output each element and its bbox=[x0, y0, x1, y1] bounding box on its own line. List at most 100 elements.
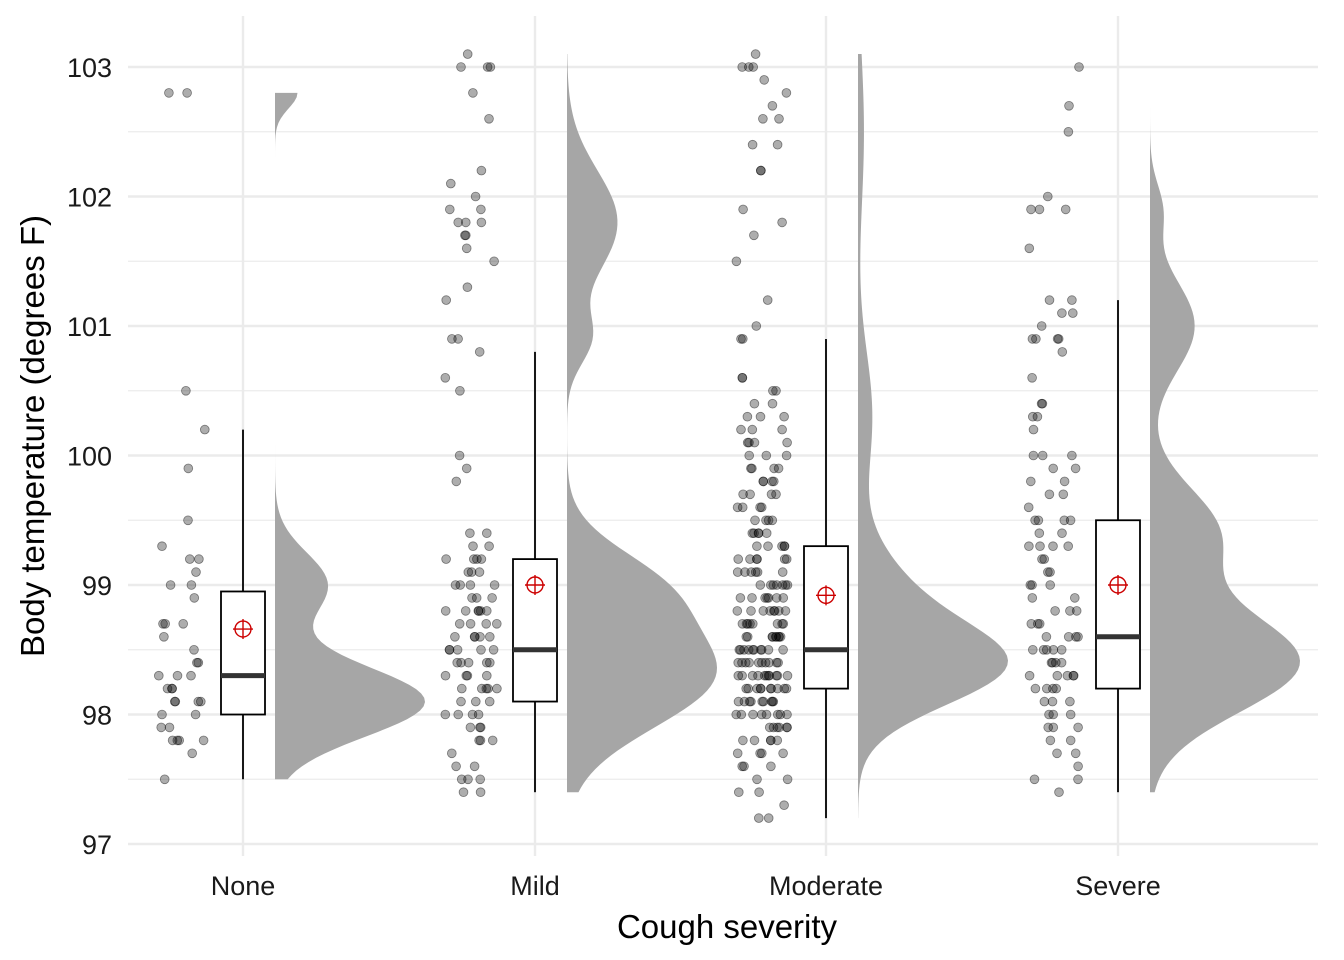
data-point bbox=[481, 683, 492, 694]
data-point bbox=[752, 541, 762, 551]
data-point bbox=[761, 670, 772, 681]
data-point bbox=[468, 88, 478, 98]
data-point bbox=[160, 618, 171, 629]
data-point bbox=[1071, 606, 1082, 616]
data-point bbox=[1056, 644, 1067, 655]
data-point bbox=[768, 385, 778, 396]
data-point bbox=[781, 450, 792, 461]
data-point bbox=[749, 398, 760, 409]
data-point bbox=[458, 787, 469, 797]
data-point bbox=[1035, 541, 1045, 551]
data-point bbox=[772, 683, 783, 694]
data-point bbox=[469, 631, 480, 642]
data-point bbox=[1052, 748, 1062, 759]
y-axis-tick-labels: 97 98 99 100 101 102 103 bbox=[67, 53, 112, 860]
data-point bbox=[1065, 735, 1076, 746]
data-point bbox=[766, 489, 777, 500]
data-point bbox=[738, 735, 748, 746]
data-point bbox=[491, 618, 502, 629]
data-point bbox=[1026, 204, 1036, 215]
data-point bbox=[766, 683, 776, 694]
data-point bbox=[164, 722, 175, 733]
data-point bbox=[481, 606, 492, 616]
data-point bbox=[753, 813, 764, 823]
y-tick-label: 98 bbox=[82, 701, 112, 731]
data-point bbox=[742, 437, 753, 448]
data-point bbox=[1042, 683, 1052, 694]
data-point bbox=[770, 631, 781, 642]
data-point bbox=[733, 670, 744, 681]
data-point bbox=[181, 385, 191, 396]
data-point bbox=[1027, 593, 1038, 603]
data-point bbox=[460, 217, 471, 228]
data-point bbox=[771, 593, 782, 603]
data-point bbox=[484, 657, 495, 668]
data-point bbox=[750, 567, 761, 577]
y-tick-label: 100 bbox=[67, 442, 112, 472]
data-point bbox=[753, 528, 764, 538]
data-point bbox=[482, 62, 493, 72]
data-point bbox=[756, 748, 767, 759]
data-point bbox=[198, 735, 209, 746]
data-point bbox=[1044, 489, 1055, 500]
data-point bbox=[456, 774, 467, 785]
data-point bbox=[732, 748, 743, 759]
data-point bbox=[483, 683, 493, 694]
data-point bbox=[1036, 398, 1047, 409]
data-point bbox=[453, 334, 463, 344]
data-point bbox=[1051, 683, 1061, 694]
data-point bbox=[1067, 450, 1077, 461]
y-tick-label: 101 bbox=[67, 312, 112, 342]
data-point bbox=[475, 631, 485, 642]
data-point bbox=[746, 567, 757, 577]
data-point bbox=[751, 554, 762, 564]
data-point bbox=[748, 62, 758, 72]
boxplots bbox=[220, 300, 1141, 819]
data-point bbox=[737, 62, 747, 72]
data-point bbox=[1048, 463, 1058, 474]
data-point bbox=[1041, 644, 1052, 655]
data-point bbox=[453, 709, 464, 720]
data-point bbox=[1036, 321, 1047, 331]
data-point bbox=[1047, 696, 1058, 707]
data-point bbox=[744, 657, 754, 668]
data-point bbox=[196, 696, 206, 707]
data-point bbox=[460, 230, 470, 241]
data-point bbox=[734, 644, 745, 655]
data-point bbox=[746, 696, 756, 707]
data-point bbox=[450, 580, 461, 590]
data-point bbox=[468, 541, 478, 551]
data-point bbox=[174, 735, 185, 746]
data-point bbox=[746, 463, 756, 474]
data-point bbox=[741, 683, 751, 694]
data-point bbox=[1041, 631, 1052, 642]
data-point bbox=[737, 372, 748, 383]
data-point bbox=[451, 476, 462, 487]
data-point bbox=[440, 670, 451, 681]
data-point bbox=[1057, 308, 1067, 318]
data-point bbox=[164, 88, 174, 98]
data-point bbox=[158, 618, 168, 629]
data-point bbox=[774, 114, 784, 124]
data-point bbox=[764, 722, 775, 733]
data-point bbox=[1029, 774, 1040, 785]
data-point bbox=[772, 735, 783, 746]
data-point bbox=[456, 696, 466, 707]
data-point bbox=[782, 580, 793, 590]
data-point bbox=[766, 696, 777, 707]
data-point bbox=[755, 683, 766, 694]
data-point bbox=[1043, 191, 1053, 202]
data-point bbox=[1073, 631, 1083, 642]
data-point bbox=[748, 644, 758, 655]
data-point bbox=[467, 709, 478, 720]
data-point bbox=[763, 515, 774, 526]
data-point bbox=[753, 670, 763, 681]
data-point bbox=[460, 606, 471, 616]
data-point bbox=[1037, 450, 1048, 461]
data-point bbox=[779, 554, 790, 564]
data-point bbox=[1058, 489, 1069, 500]
data-point bbox=[461, 463, 472, 474]
data-point bbox=[755, 502, 765, 513]
data-point bbox=[744, 450, 754, 461]
data-point bbox=[454, 450, 465, 461]
